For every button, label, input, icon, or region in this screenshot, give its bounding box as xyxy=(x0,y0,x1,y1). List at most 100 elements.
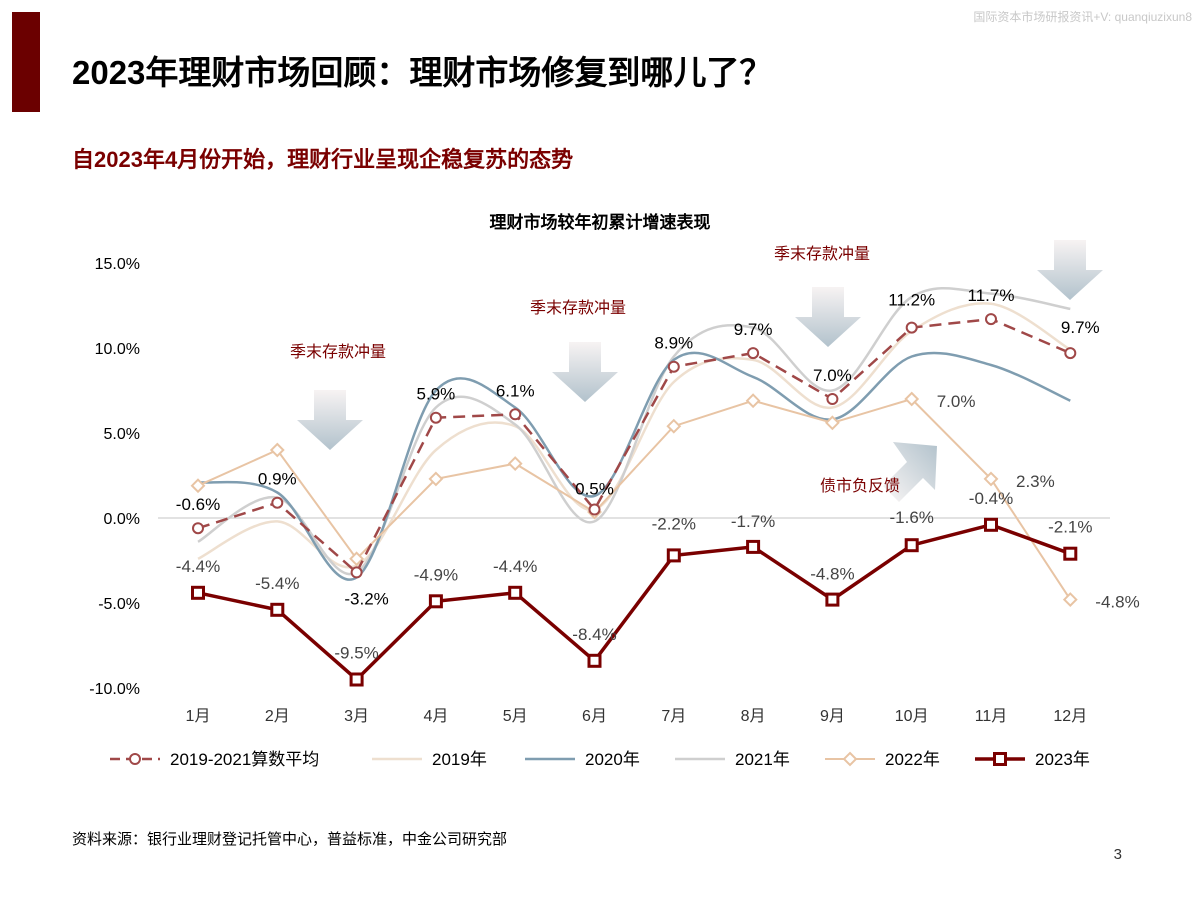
legend-label: 2019年 xyxy=(432,750,487,769)
data-point-diamond xyxy=(190,478,206,494)
data-label: -4.9% xyxy=(414,565,458,584)
down-arrow-icon xyxy=(552,342,618,402)
data-label: -3.2% xyxy=(344,589,388,608)
data-label: 5.9% xyxy=(417,385,456,404)
up-right-arrow-icon xyxy=(883,442,937,502)
page-title: 2023年理财市场回顾：理财市场修复到哪儿了？ xyxy=(72,54,773,91)
data-point-diamond xyxy=(428,471,444,487)
x-tick-label: 10月 xyxy=(895,708,929,725)
data-point-square xyxy=(825,592,840,607)
legend-label: 2019-2021算数平均 xyxy=(170,750,319,769)
annotation-label: 季末存款冲量 xyxy=(290,343,386,361)
data-point-square xyxy=(666,548,681,563)
data-point-square xyxy=(746,539,761,554)
data-point-diamond xyxy=(904,391,920,407)
data-point-diamond xyxy=(983,471,999,487)
data-point-square xyxy=(349,672,364,687)
legend-label: 2020年 xyxy=(585,750,640,769)
legend-marker xyxy=(993,752,1007,766)
data-label: -5.4% xyxy=(255,574,299,593)
down-arrow-icon xyxy=(795,287,861,347)
data-label: 9.7% xyxy=(734,320,773,339)
data-point-circle xyxy=(985,313,997,326)
x-tick-label: 9月 xyxy=(820,708,845,725)
data-point-square xyxy=(904,538,919,553)
data-label: -4.4% xyxy=(176,557,220,576)
title-accent-bar xyxy=(12,12,40,112)
data-point-square xyxy=(270,602,285,617)
data-label: -2.2% xyxy=(652,514,696,533)
data-label: 7.0% xyxy=(937,392,976,411)
y-tick-label: 10.0% xyxy=(95,341,140,358)
data-label: 7.0% xyxy=(813,366,852,385)
data-point-circle xyxy=(905,321,918,334)
annotation-label: 季末存款冲量 xyxy=(530,299,626,317)
data-label: 9.7% xyxy=(1061,318,1100,337)
data-point-circle xyxy=(350,566,363,579)
data-point-circle xyxy=(271,496,284,509)
x-tick-label: 12月 xyxy=(1053,708,1087,725)
data-label: -2.1% xyxy=(1048,518,1092,537)
data-label: 6.1% xyxy=(496,381,535,400)
series-line-5 xyxy=(197,522,1071,682)
legend-label: 2023年 xyxy=(1035,750,1090,769)
series-line-0 xyxy=(197,317,1071,575)
data-label: 8.9% xyxy=(654,334,693,353)
y-tick-label: 15.0% xyxy=(95,256,140,273)
data-label: 2.3% xyxy=(1016,472,1055,491)
data-label: 11.2% xyxy=(888,291,935,310)
data-point-diamond xyxy=(745,393,761,409)
data-point-diamond xyxy=(666,418,682,434)
data-label: -4.8% xyxy=(1095,593,1139,612)
data-label: 0.5% xyxy=(575,480,614,499)
annotation-label: 债市负反馈 xyxy=(820,477,900,495)
data-point-square xyxy=(428,594,443,609)
data-point-square xyxy=(984,517,998,532)
data-point-square xyxy=(587,653,602,668)
data-point-circle xyxy=(747,347,760,360)
y-tick-label: -5.0% xyxy=(98,596,140,613)
x-tick-label: 11月 xyxy=(975,708,1008,725)
data-point-circle xyxy=(192,522,204,535)
data-point-circle xyxy=(429,411,442,424)
x-tick-label: 4月 xyxy=(423,708,448,725)
down-arrow-icon xyxy=(1037,240,1103,300)
data-label: 0.9% xyxy=(258,470,297,489)
legend-marker xyxy=(842,751,858,767)
page-number: 3 xyxy=(1113,846,1122,863)
data-point-diamond xyxy=(269,442,285,458)
watermark: 国际资本市场研报资讯+V: quanqiuzixun8 xyxy=(973,10,1192,24)
data-label: -9.5% xyxy=(334,644,378,663)
x-tick-label: 8月 xyxy=(741,708,766,725)
legend-label: 2022年 xyxy=(885,750,940,769)
series-line-4 xyxy=(197,397,1072,601)
data-point-circle xyxy=(826,393,839,405)
x-tick-label: 2月 xyxy=(265,708,290,725)
x-tick-label: 7月 xyxy=(661,708,686,725)
data-point-square xyxy=(191,585,205,600)
y-tick-label: -10.0% xyxy=(89,681,140,698)
source-note: 资料来源：银行业理财登记托管中心，普益标准，中金公司研究部 xyxy=(72,831,508,848)
data-label: -1.7% xyxy=(731,512,775,531)
data-label: -8.4% xyxy=(572,625,616,644)
data-label: -4.8% xyxy=(810,565,854,584)
data-point-diamond xyxy=(1062,592,1078,608)
x-tick-label: 6月 xyxy=(582,708,607,725)
legend-label: 2021年 xyxy=(735,750,790,769)
data-point-square xyxy=(1063,546,1078,561)
data-point-diamond xyxy=(349,551,365,567)
data-label: 11.7% xyxy=(968,286,1015,305)
data-label: -4.4% xyxy=(493,557,537,576)
x-tick-label: 1月 xyxy=(186,708,211,725)
data-point-circle xyxy=(1064,347,1077,360)
data-label: -0.4% xyxy=(969,489,1013,508)
page-subtitle: 自2023年4月份开始，理财行业呈现企稳复苏的态势 xyxy=(72,147,574,172)
y-tick-label: 0.0% xyxy=(104,511,140,528)
data-point-circle xyxy=(667,360,680,373)
x-tick-label: 3月 xyxy=(344,708,369,725)
annotation-label: 季末存款冲量 xyxy=(774,245,870,263)
down-arrow-icon xyxy=(297,390,363,450)
legend-marker xyxy=(129,753,141,765)
